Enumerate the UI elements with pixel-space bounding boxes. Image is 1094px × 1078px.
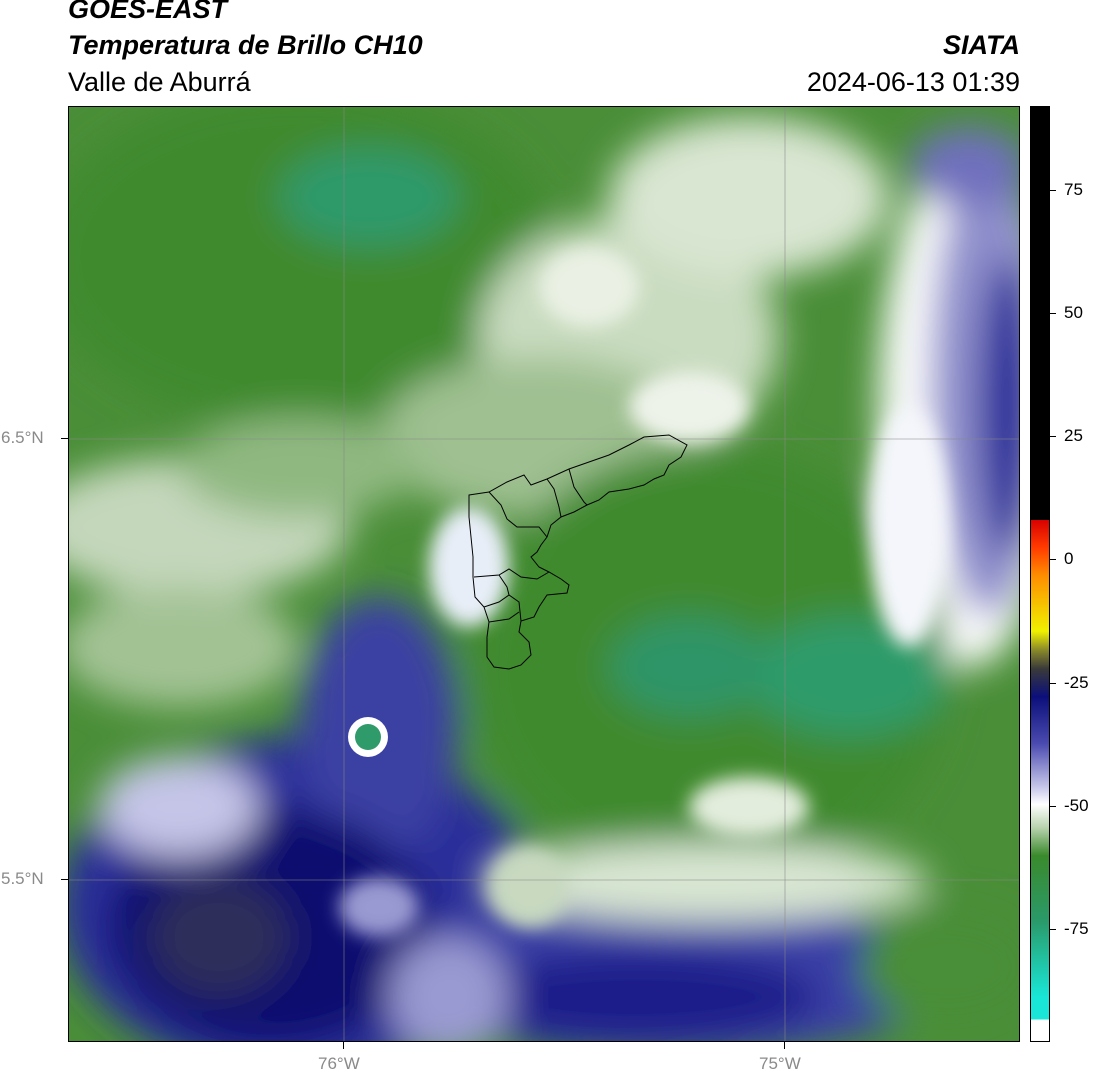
lat-tick	[61, 438, 68, 439]
lat-label-5.5: 5.5°N	[1, 869, 44, 888]
lat-label-6.5: 6.5°N	[1, 428, 44, 447]
colorbar-label-75: 75	[1064, 180, 1083, 199]
brightness-temperature-map[interactable]	[68, 106, 1020, 1042]
colorbar-label-25: 25	[1064, 426, 1083, 445]
timestamp-label: 2024-06-13 01:39	[806, 67, 1020, 97]
map-svg	[69, 107, 1019, 1041]
colorbar-tick	[1050, 683, 1056, 684]
colorbar-label-50: 50	[1064, 303, 1083, 322]
colorbar-label-minus50: -50	[1064, 796, 1089, 815]
lon-tick	[343, 1042, 344, 1049]
colorbar-svg	[1031, 107, 1049, 1041]
region-title: Valle de Aburrá	[68, 67, 251, 97]
satellite-title: GOES-EAST	[68, 0, 228, 24]
colorbar-tick	[1050, 559, 1056, 560]
colorbar-tick	[1050, 436, 1056, 437]
colorbar-label-0: 0	[1064, 549, 1074, 568]
lon-tick	[784, 1042, 785, 1049]
colorbar-tick	[1050, 313, 1056, 314]
lat-tick	[61, 879, 68, 880]
colorbar-label-minus75: -75	[1064, 919, 1089, 938]
lon-label-75w: 75°W	[759, 1054, 801, 1073]
valley-boundaries	[468, 434, 688, 670]
cloud-detail	[339, 247, 949, 937]
product-title: Temperatura de Brillo CH10	[68, 30, 423, 60]
lon-label-76w: 76°W	[318, 1054, 360, 1073]
colorbar-label-minus25: -25	[1064, 673, 1089, 692]
colorbar-tick	[1050, 929, 1056, 930]
colorbar-tick	[1050, 806, 1056, 807]
organization-label: SIATA	[943, 30, 1020, 60]
colorbar-tick	[1050, 190, 1056, 191]
colorbar-gradient	[1031, 107, 1049, 1041]
colorbar	[1030, 106, 1050, 1042]
